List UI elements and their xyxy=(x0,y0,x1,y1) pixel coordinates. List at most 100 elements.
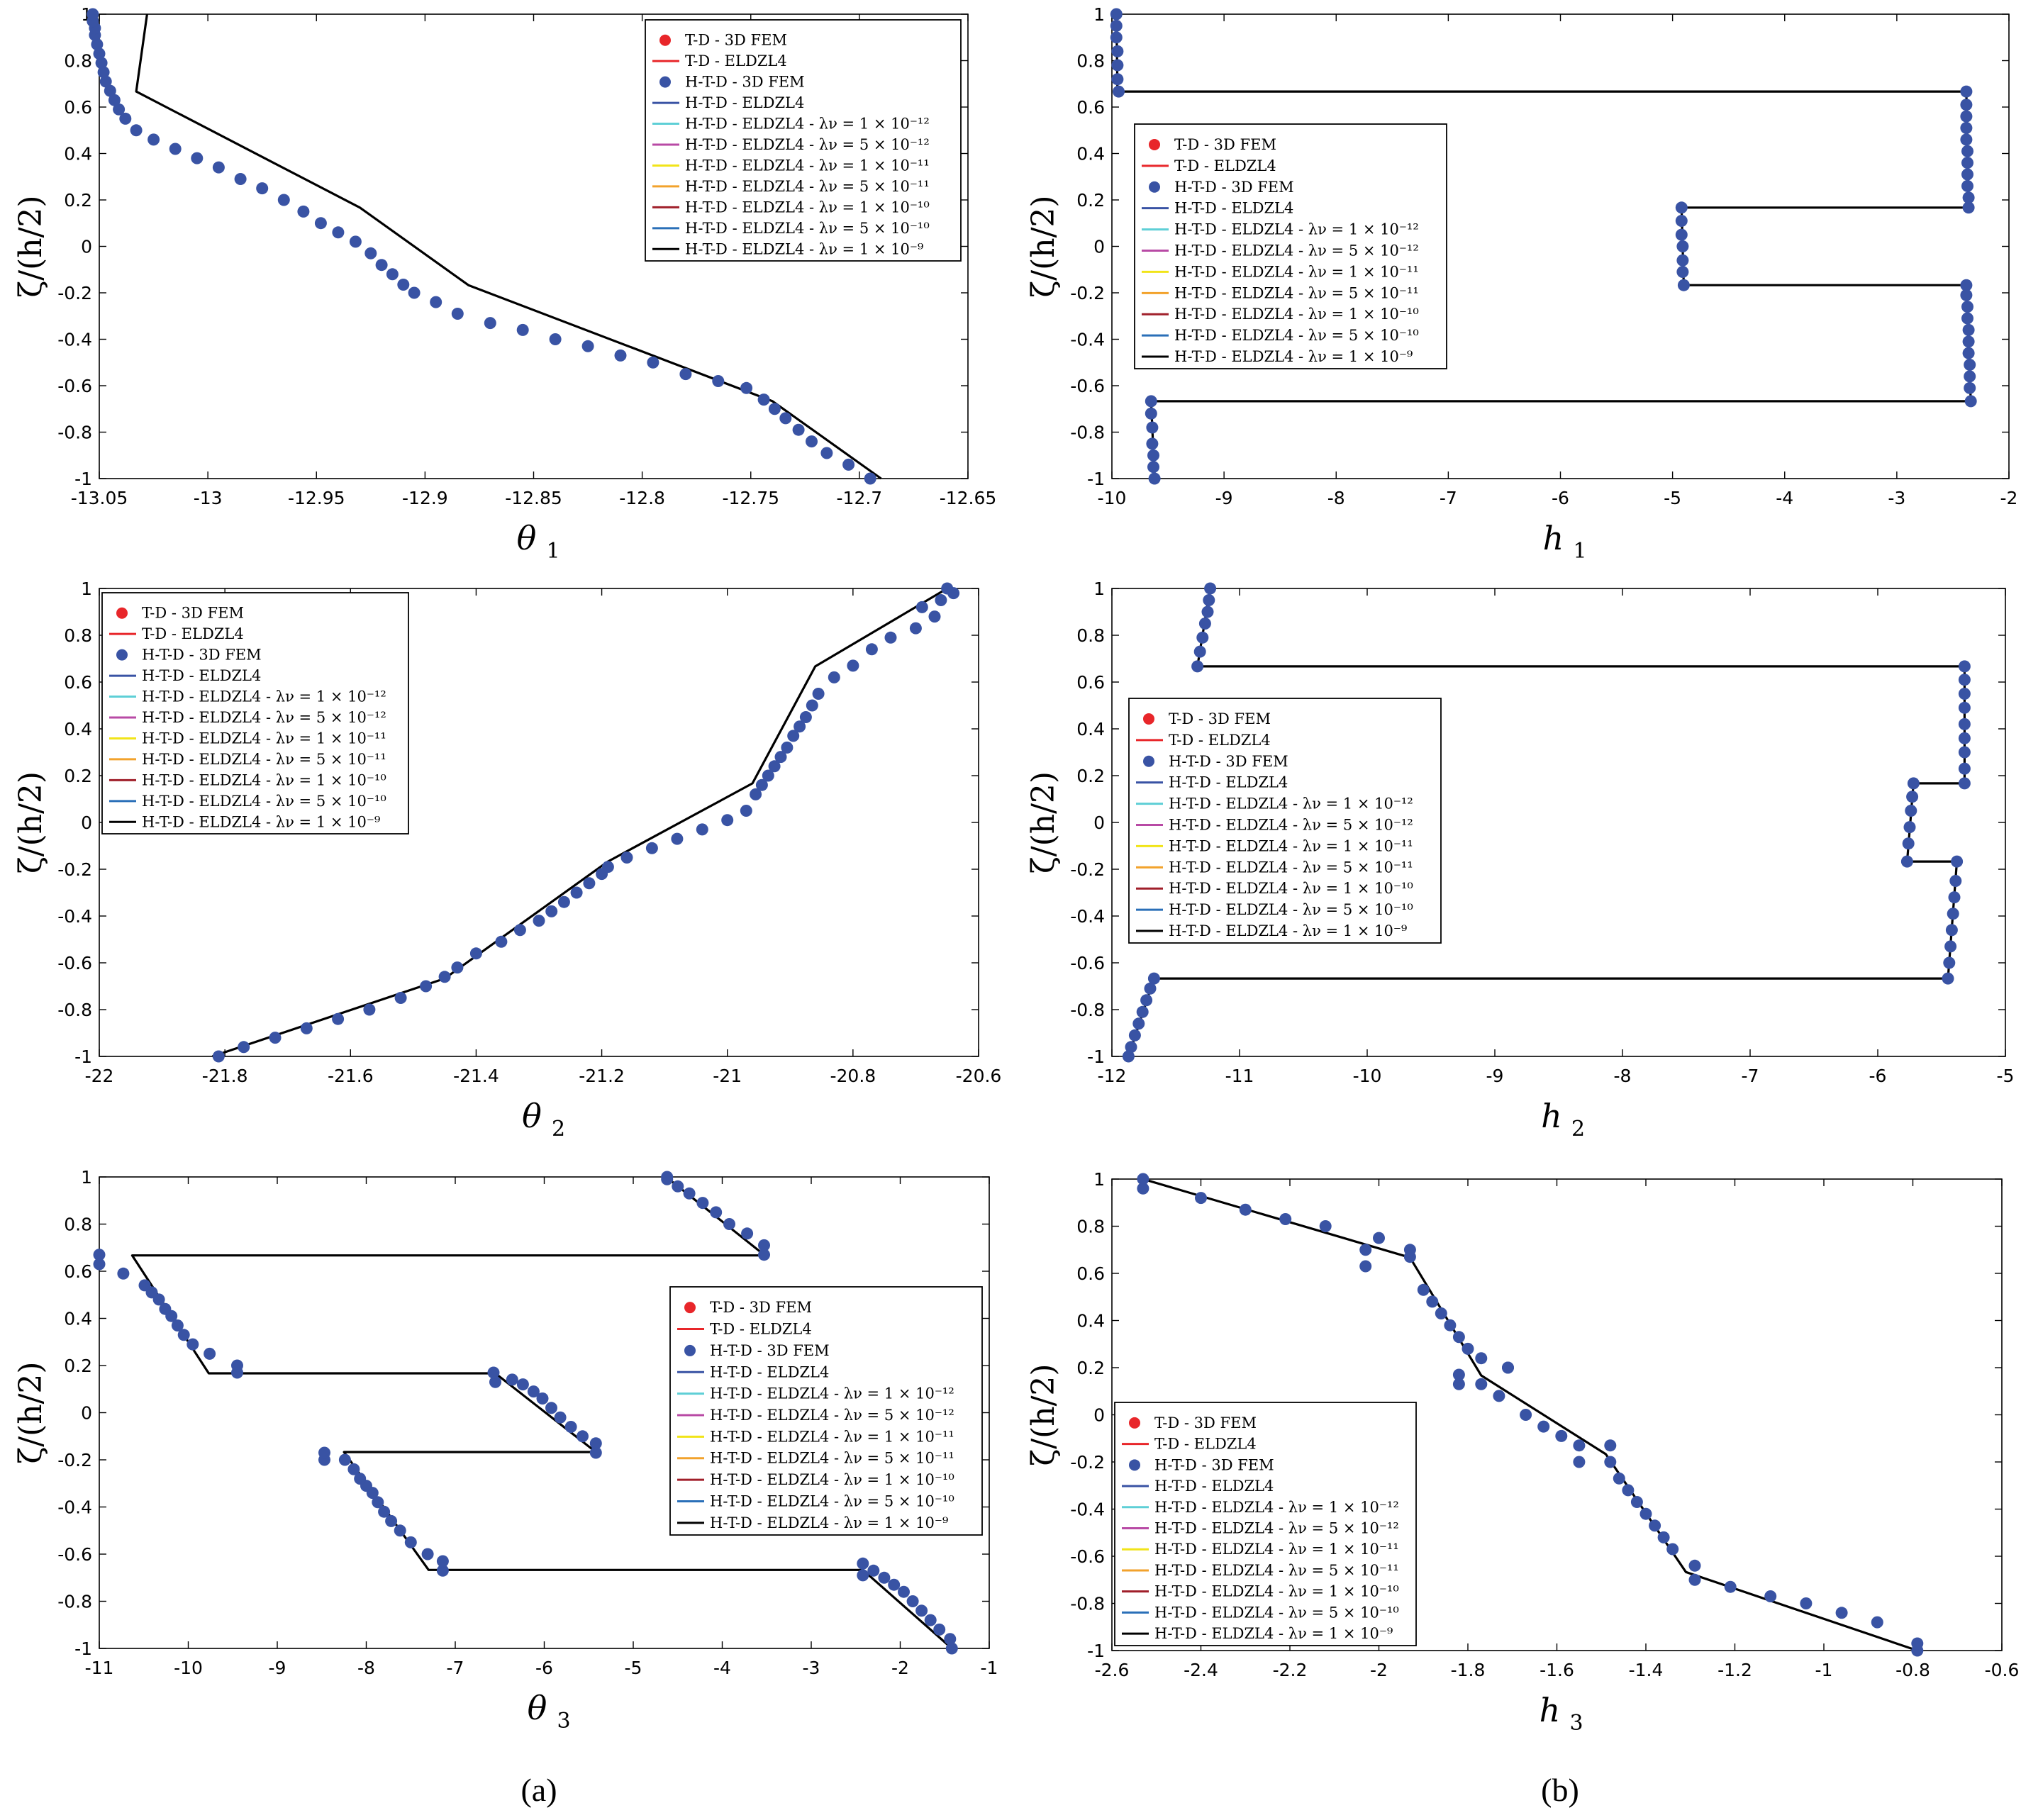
legend-label: T-D - 3D FEM xyxy=(685,32,787,49)
y-tick-label: -0.6 xyxy=(1070,1546,1105,1567)
data-point xyxy=(1902,837,1915,850)
data-point xyxy=(842,458,855,471)
data-point xyxy=(1688,1559,1701,1572)
x-tick-label: -10 xyxy=(1353,1066,1382,1086)
data-point xyxy=(865,643,878,656)
data-point xyxy=(757,393,770,406)
data-point xyxy=(1193,645,1206,658)
data-point xyxy=(238,1041,250,1054)
data-point xyxy=(1140,994,1153,1007)
y-tick-label: -0.4 xyxy=(1070,330,1105,350)
data-point xyxy=(1203,594,1215,606)
data-point xyxy=(909,622,922,635)
x-tick-label: -2.4 xyxy=(1184,1660,1218,1680)
data-point xyxy=(1958,777,1971,790)
data-point xyxy=(436,1555,449,1568)
data-point xyxy=(1961,145,1973,157)
x-tick-label: -12.95 xyxy=(288,488,345,508)
x-axis-label: θ xyxy=(522,1097,542,1135)
data-point xyxy=(420,980,433,993)
legend-label: H-T-D - ELDZL4 - λν = 5 × 10⁻¹⁰ xyxy=(710,1492,954,1509)
legend: T-D - 3D FEM T-D - ELDZL4 H-T-D - 3D FEM H-… xyxy=(669,1286,983,1536)
y-tick-label: 0.2 xyxy=(64,1356,92,1376)
legend-label: H-T-D - 3D FEM xyxy=(710,1342,830,1359)
series-line xyxy=(135,13,882,480)
x-axis-label-subscript: 3 xyxy=(1570,1711,1583,1736)
data-point xyxy=(394,992,407,1004)
data-point xyxy=(186,1338,199,1351)
legend-label: H-T-D - ELDZL4 - λν = 1 × 10⁻¹² xyxy=(1154,1499,1399,1516)
legend-label: H-T-D - 3D FEM xyxy=(142,647,262,664)
data-point xyxy=(557,895,570,908)
data-point xyxy=(347,1463,360,1475)
data-point xyxy=(867,1564,880,1577)
data-point xyxy=(794,720,806,733)
x-tick-label: -1.4 xyxy=(1629,1660,1664,1680)
data-point xyxy=(1604,1456,1617,1468)
legend-label: H-T-D - ELDZL4 xyxy=(1154,1478,1274,1495)
legend-marker xyxy=(659,76,671,88)
legend-label: H-T-D - ELDZL4 - λν = 1 × 10⁻¹⁰ xyxy=(142,771,386,788)
data-point xyxy=(1905,805,1917,817)
data-point xyxy=(1657,1531,1670,1543)
data-point xyxy=(1958,674,1971,686)
data-point xyxy=(1204,582,1217,595)
legend-label: T-D - 3D FEM xyxy=(710,1299,812,1316)
x-tick-label: -6 xyxy=(1869,1066,1887,1086)
x-tick-label: -3 xyxy=(1888,488,1905,508)
data-point xyxy=(1960,85,1973,98)
legend-box xyxy=(645,19,962,262)
x-axis-label: θ xyxy=(528,1689,547,1727)
y-tick-label: -0.4 xyxy=(1070,1500,1105,1520)
data-point xyxy=(755,778,768,791)
x-tick-label: -2 xyxy=(891,1658,909,1678)
x-axis-label: h xyxy=(1541,1097,1562,1135)
data-point xyxy=(1961,179,1973,192)
legend-label: H-T-D - ELDZL4 xyxy=(710,1363,829,1380)
data-point xyxy=(1452,1368,1465,1381)
data-point xyxy=(1961,157,1973,169)
data-point xyxy=(332,226,345,239)
data-point xyxy=(1111,73,1124,86)
data-point xyxy=(1452,1378,1465,1390)
y-tick-label: 0.2 xyxy=(1076,190,1105,211)
x-axis-label-subscript: 3 xyxy=(557,1709,571,1734)
y-tick-label: 1 xyxy=(1093,579,1105,599)
data-point xyxy=(1688,1573,1701,1586)
data-point xyxy=(589,1437,602,1450)
data-point xyxy=(130,124,143,137)
y-tick-label: -0.8 xyxy=(1070,1594,1105,1614)
data-point xyxy=(177,1329,190,1341)
data-point xyxy=(864,472,876,485)
subplot-1: -13.05 -13 -12.95 -12.9 -12.85 -12.8 -12.75 -12… xyxy=(13,4,996,564)
data-point xyxy=(1639,1507,1652,1520)
y-tick-label: 0.8 xyxy=(64,1215,92,1235)
legend-label: H-T-D - ELDZL4 - λν = 1 × 10⁻¹¹ xyxy=(710,1428,954,1445)
x-tick-label: -12.7 xyxy=(837,488,883,508)
data-point xyxy=(1962,347,1975,359)
data-point xyxy=(820,447,833,459)
data-point xyxy=(212,161,225,174)
data-point xyxy=(354,1473,367,1485)
y-tick-label: -1 xyxy=(74,469,92,489)
data-point xyxy=(924,1614,937,1626)
subplot-5: -11 -10 -9 -8 -7 -6 -5 -4 -3 -2 -1 -1 -0.8 -0.6 -0.4 -0… xyxy=(13,1167,998,1734)
subplot-3: -22 -21.8 -21.6 -21.4 -21.2 -21 -20.8 -20.6 -1 -0… xyxy=(13,579,1001,1141)
legend-label: H-T-D - ELDZL4 xyxy=(1169,774,1288,791)
legend-label: H-T-D - ELDZL4 - λν = 5 × 10⁻¹⁰ xyxy=(142,793,386,810)
y-tick-label: 0.8 xyxy=(64,625,92,646)
y-tick-label: -0.8 xyxy=(57,1592,92,1612)
data-point xyxy=(1110,8,1123,21)
y-axis-label: ζ/(h/2) xyxy=(13,1361,49,1463)
y-tick-label: 0.8 xyxy=(1076,1217,1105,1237)
data-point xyxy=(318,1446,330,1459)
data-point xyxy=(696,1197,709,1210)
legend-label: H-T-D - ELDZL4 - λν = 5 × 10⁻¹⁰ xyxy=(1174,327,1419,344)
legend-label: H-T-D - ELDZL4 - λν = 1 × 10⁻¹⁰ xyxy=(1154,1583,1399,1600)
data-point xyxy=(495,935,508,948)
data-point xyxy=(1675,201,1688,214)
data-point xyxy=(113,103,126,116)
x-tick-label: -12.85 xyxy=(505,488,562,508)
data-point xyxy=(1958,732,1971,744)
legend-label: H-T-D - ELDZL4 - λν = 5 × 10⁻¹² xyxy=(685,136,930,153)
